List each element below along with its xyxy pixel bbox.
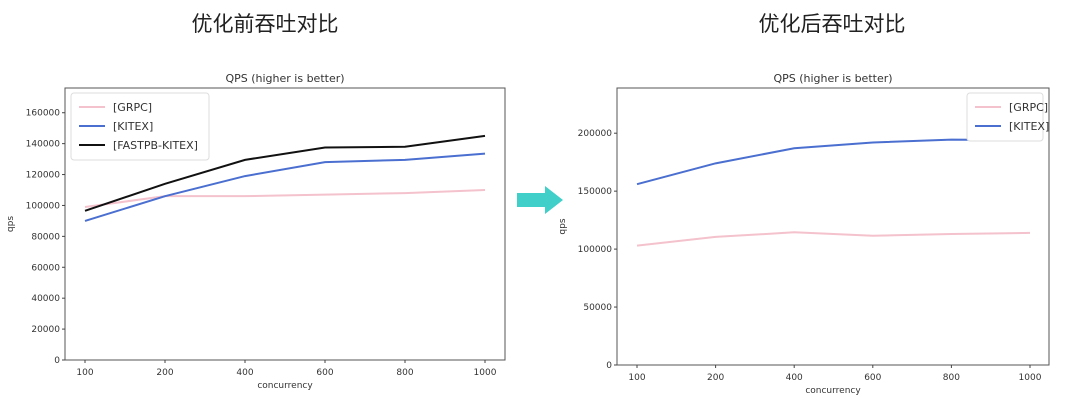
heading-after: 优化后吞吐对比 — [759, 12, 906, 36]
y-tick-label: 80000 — [31, 232, 60, 242]
x-tick-label: 400 — [786, 373, 803, 383]
y-tick-label: 100000 — [578, 245, 613, 255]
y-tick-label: 150000 — [578, 187, 613, 197]
x-tick-label: 200 — [707, 373, 724, 383]
legend-label: [GRPC] — [1009, 101, 1048, 114]
heading-before: 优化前吞吐对比 — [192, 12, 339, 36]
legend-label: [GRPC] — [113, 101, 152, 114]
y-tick-label: 160000 — [26, 109, 61, 119]
legend-label: [KITEX] — [113, 120, 153, 133]
x-tick-label: 600 — [316, 368, 333, 378]
x-tick-label: 800 — [396, 368, 413, 378]
x-tick-label: 400 — [236, 368, 253, 378]
y-tick-label: 60000 — [31, 263, 60, 273]
x-tick-label: 600 — [864, 373, 881, 383]
chart-after: QPS (higher is better) 0 50000 100000 150000… — [558, 72, 1049, 396]
series-line-grpc — [85, 190, 485, 207]
legend-label: [FASTPB-KITEX] — [113, 139, 198, 152]
chart-title: QPS (higher is better) — [773, 72, 892, 85]
series-line-kitex — [637, 140, 1030, 185]
arrow-right-icon — [517, 186, 563, 214]
x-tick-label: 800 — [943, 373, 960, 383]
x-tick-label: 1000 — [474, 368, 497, 378]
y-tick-label: 120000 — [26, 171, 61, 181]
y-tick-label: 0 — [54, 356, 60, 366]
legend: [GRPC] [KITEX] — [967, 93, 1049, 141]
y-tick-label: 100000 — [26, 201, 61, 211]
y-tick-label: 20000 — [31, 325, 60, 335]
series-line-kitex — [85, 154, 485, 221]
y-tick-label: 50000 — [583, 303, 612, 313]
series-line-grpc — [637, 232, 1030, 245]
legend: [GRPC] [KITEX] [FASTPB-KITEX] — [71, 93, 209, 160]
y-tick-label: 200000 — [578, 129, 613, 139]
legend-label: [KITEX] — [1009, 120, 1049, 133]
x-tick-label: 1000 — [1019, 373, 1042, 383]
x-tick-label: 100 — [628, 373, 645, 383]
y-axis-label: qps — [6, 216, 16, 232]
x-axis-label: concurrency — [805, 386, 861, 396]
chart-before: QPS (higher is better) 0 20000 40000 60000 80… — [6, 72, 505, 391]
y-tick-label: 40000 — [31, 294, 60, 304]
y-axis-label: qps — [558, 218, 568, 234]
chart-title: QPS (higher is better) — [225, 72, 344, 85]
x-tick-label: 100 — [76, 368, 93, 378]
x-tick-label: 200 — [156, 368, 173, 378]
x-axis-label: concurrency — [257, 381, 313, 391]
y-tick-label: 140000 — [26, 140, 61, 150]
y-tick-label: 0 — [606, 361, 612, 371]
